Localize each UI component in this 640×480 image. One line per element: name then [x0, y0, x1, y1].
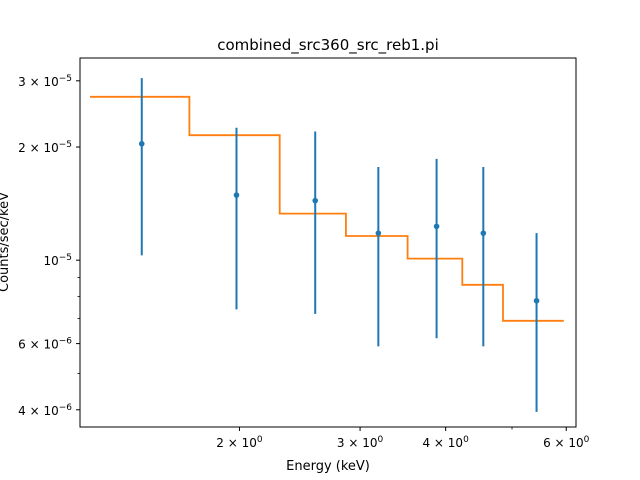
- y-tick-label: 3 × 10−5: [18, 74, 72, 89]
- y-tick-label-exponent: −5: [59, 140, 72, 150]
- chart-title: combined_src360_src_reb1.pi: [217, 36, 439, 55]
- x-tick-label-base: 3 × 10: [337, 436, 378, 450]
- y-tick-label-exponent: −6: [59, 403, 73, 413]
- y-tick-label: 2 × 10−5: [18, 140, 72, 155]
- data-point: [233, 192, 240, 198]
- data-point: [312, 197, 319, 204]
- data-point: [533, 297, 540, 304]
- plot-frame: [79, 57, 577, 428]
- y-tick-label-base: 4 × 10: [18, 404, 59, 418]
- x-tick-label-exponent: 0: [378, 435, 384, 445]
- y-tick-label: 4 × 10−6: [18, 403, 72, 418]
- x-tick-label: 6 × 100: [543, 435, 590, 450]
- y-tick-label-base: 6 × 10: [18, 338, 59, 352]
- data-point: [480, 230, 487, 236]
- x-tick-label: 4 × 100: [422, 435, 469, 450]
- x-axis-label: Energy (keV): [286, 459, 370, 474]
- y-tick-label-base: 2 × 10: [18, 141, 59, 155]
- x-tick-label-base: 6 × 10: [543, 436, 584, 450]
- data-point: [433, 223, 440, 230]
- data-point: [138, 140, 145, 147]
- data-point: [375, 230, 382, 236]
- y-tick-label-exponent: −5: [59, 74, 72, 84]
- x-tick-label-base: 2 × 10: [216, 436, 257, 450]
- y-tick-label-exponent: −6: [59, 337, 73, 347]
- x-tick-label: 3 × 100: [337, 435, 384, 450]
- model-step-path: [90, 95, 564, 322]
- model-step-line: [90, 95, 564, 322]
- y-tick-label-exponent: −5: [59, 253, 72, 263]
- data-points: [138, 78, 540, 412]
- y-tick-label-base: 10: [43, 254, 58, 268]
- y-tick-label-base: 3 × 10: [18, 75, 59, 89]
- x-tick-label-exponent: 0: [257, 435, 263, 445]
- y-axis-label: Counts/sec/keV: [0, 192, 12, 292]
- y-tick-label: 10−5: [43, 253, 72, 268]
- y-tick-label: 6 × 10−6: [18, 337, 72, 352]
- x-tick-label-exponent: 0: [584, 435, 590, 445]
- x-tick-label-base: 4 × 10: [422, 436, 463, 450]
- x-tick-label-exponent: 0: [463, 435, 469, 445]
- x-tick-label: 2 × 100: [216, 435, 263, 450]
